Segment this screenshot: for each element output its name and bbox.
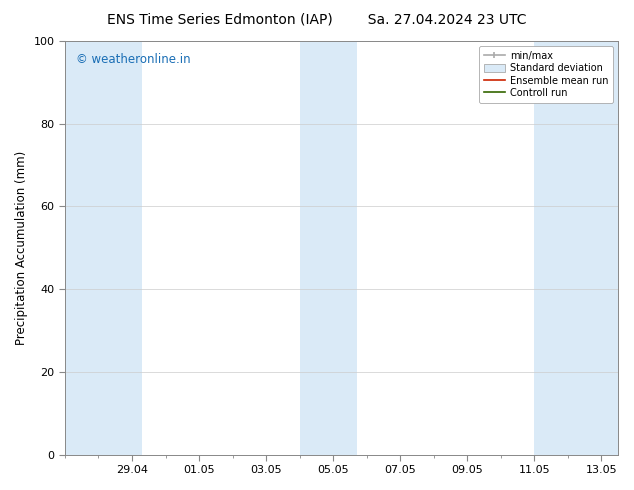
Text: ENS Time Series Edmonton (IAP)        Sa. 27.04.2024 23 UTC: ENS Time Series Edmonton (IAP) Sa. 27.04…	[107, 12, 527, 26]
Bar	[534, 41, 618, 455]
Y-axis label: Precipitation Accumulation (mm): Precipitation Accumulation (mm)	[15, 151, 28, 345]
Text: © weatheronline.in: © weatheronline.in	[76, 53, 191, 67]
Bar	[300, 41, 356, 455]
Legend: min/max, Standard deviation, Ensemble mean run, Controll run: min/max, Standard deviation, Ensemble me…	[479, 46, 613, 103]
Bar	[65, 41, 142, 455]
